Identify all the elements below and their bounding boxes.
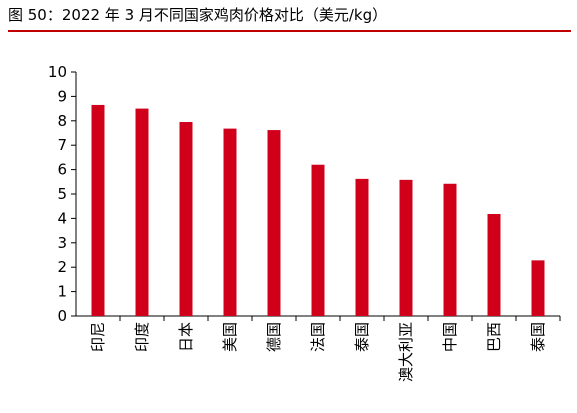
y-tick-label: 10 <box>48 63 67 81</box>
x-tick-label: 澳大利亚 <box>397 322 415 382</box>
chart-title: 图 50：2022 年 3 月不同国家鸡肉价格对比（美元/kg） <box>8 6 388 24</box>
y-tick-label: 5 <box>57 185 67 203</box>
bar <box>91 104 105 316</box>
y-tick-label: 3 <box>57 234 67 252</box>
bar <box>311 164 325 316</box>
x-tick-label: 巴西 <box>485 322 503 352</box>
title-underline <box>8 30 571 32</box>
y-tick-label: 8 <box>57 112 67 130</box>
y-tick-label: 4 <box>57 209 67 227</box>
x-tick-label: 印尼 <box>89 322 107 352</box>
bar <box>267 130 281 316</box>
y-tick-label: 2 <box>57 258 67 276</box>
y-tick-label: 9 <box>57 87 67 105</box>
y-tick-label: 7 <box>57 136 67 154</box>
x-tick-label: 日本 <box>177 322 195 352</box>
x-tick-label: 中国 <box>441 322 459 352</box>
axis-layer: 0 1 2 3 4 5 6 7 8 9 10 <box>48 63 561 325</box>
bar <box>399 179 413 316</box>
x-tick-label: 泰国 <box>353 322 371 352</box>
bar <box>179 122 193 317</box>
bar <box>443 183 457 316</box>
bar-layer <box>91 104 545 317</box>
x-tick-label: 印度 <box>133 322 151 352</box>
bar <box>487 214 501 316</box>
y-tick-label: 1 <box>57 283 67 301</box>
bar <box>531 260 545 316</box>
x-tick-label: 德国 <box>265 322 283 352</box>
y-tick-label: 0 <box>57 307 67 325</box>
bar <box>355 178 369 316</box>
x-tick-label: 美国 <box>221 322 239 352</box>
y-tick-label: 6 <box>57 161 67 179</box>
x-tick-label: 法国 <box>309 322 327 352</box>
label-layer: 印尼 印度 日本 美国 德国 法国 泰国 澳大利亚 中国 巴西 泰国 <box>89 322 547 382</box>
x-tick-label: 泰国 <box>529 322 547 352</box>
bar <box>223 128 237 316</box>
bar <box>135 108 149 316</box>
